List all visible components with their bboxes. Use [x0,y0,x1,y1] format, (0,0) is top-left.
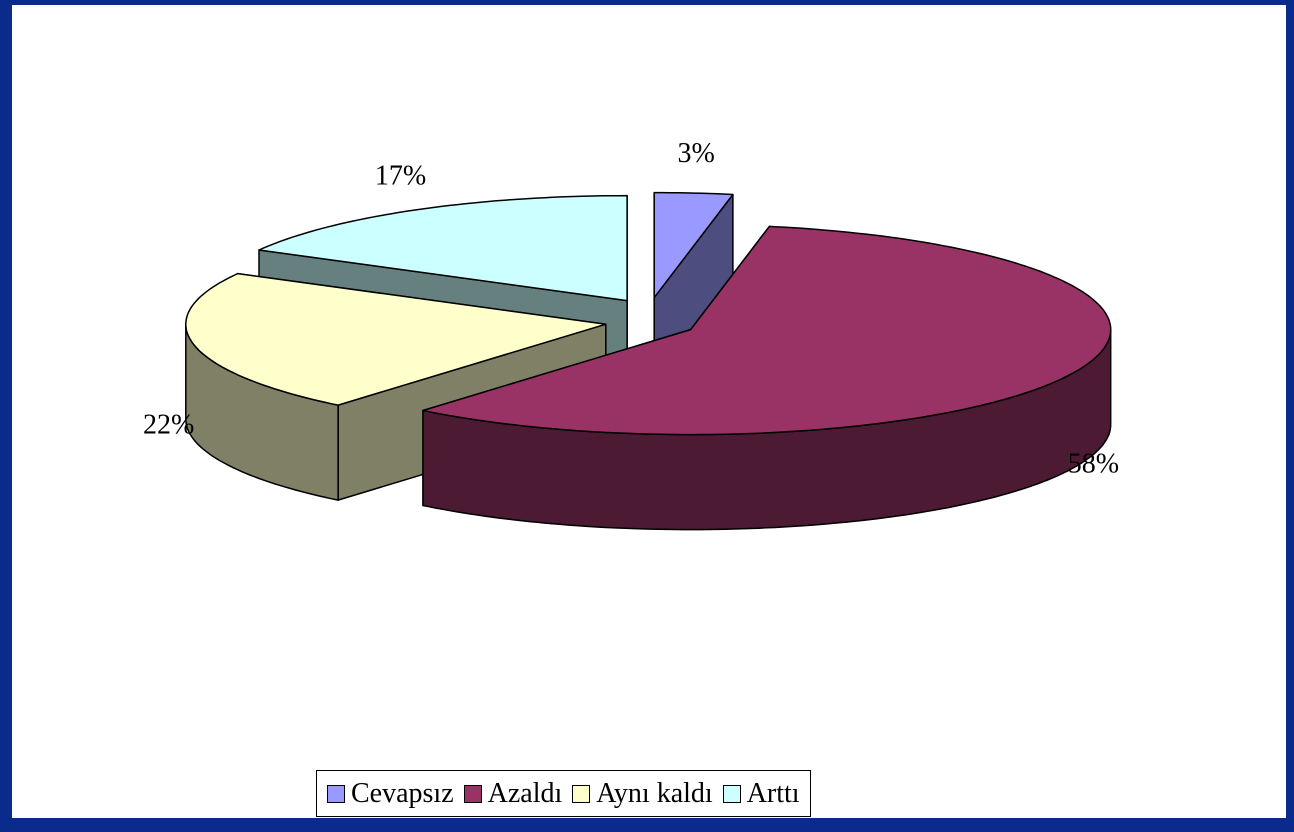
legend-swatch [572,784,591,803]
slice-top [258,194,628,302]
data-label: 17% [375,160,426,191]
legend-item: Cevapsız [327,778,454,810]
legend-label: Cevapsız [351,777,454,809]
slice-top [185,272,607,406]
legend-swatch [463,784,482,803]
data-label: 22% [143,409,194,440]
data-label: 58% [1068,449,1119,480]
legend-swatch [722,784,741,803]
legend: Cevapsız Azaldı Aynı kaldı Arttı [316,770,811,817]
data-label: 3% [677,138,714,169]
legend-label: Aynı kaldı [596,777,713,809]
legend-item: Azaldı [463,777,563,810]
legend-item: Arttı [722,777,800,810]
slice-top [422,225,1112,436]
legend-item: Aynı kaldı [572,777,713,810]
legend-label: Arttı [746,777,800,809]
slice-top [653,191,734,299]
legend-label: Azaldı [487,777,563,809]
legend-swatch [327,784,345,803]
